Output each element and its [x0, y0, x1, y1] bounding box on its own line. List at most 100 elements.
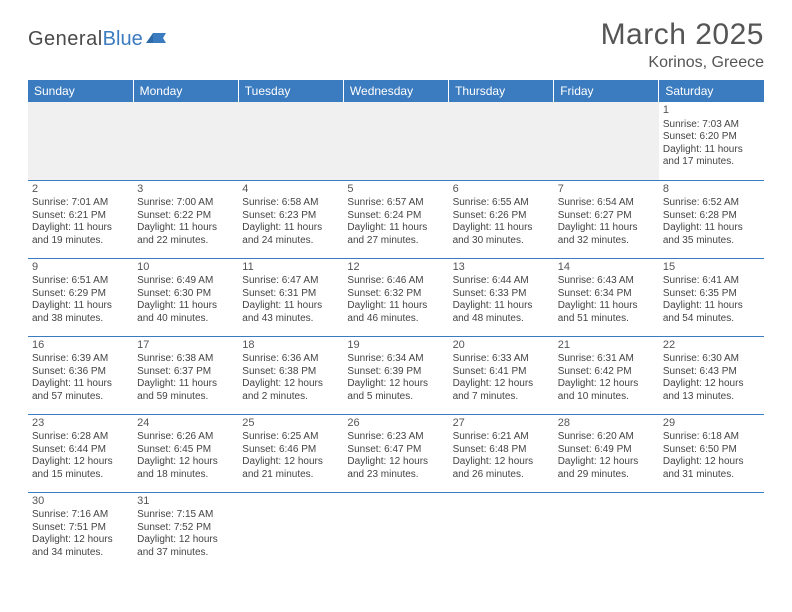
day-number: 10 [137, 261, 234, 275]
daylight-text: Daylight: 11 hours and 32 minutes. [558, 222, 655, 247]
sunset-text: Sunset: 7:51 PM [32, 522, 129, 535]
sunrise-text: Sunrise: 6:38 AM [137, 353, 234, 366]
weekday-header-row: Sunday Monday Tuesday Wednesday Thursday… [28, 80, 764, 102]
sunset-text: Sunset: 6:48 PM [453, 444, 550, 457]
sunset-text: Sunset: 6:43 PM [663, 366, 760, 379]
month-title: March 2025 [601, 18, 764, 52]
sunrise-text: Sunrise: 6:26 AM [137, 431, 234, 444]
daylight-text: Daylight: 11 hours and 43 minutes. [242, 300, 339, 325]
sunset-text: Sunset: 6:34 PM [558, 288, 655, 301]
day-number: 22 [663, 339, 760, 353]
day-number: 27 [453, 417, 550, 431]
sunset-text: Sunset: 6:36 PM [32, 366, 129, 379]
calendar-day-cell: 31Sunrise: 7:15 AMSunset: 7:52 PMDayligh… [133, 492, 238, 570]
weekday-header: Friday [554, 80, 659, 102]
sunrise-text: Sunrise: 7:15 AM [137, 509, 234, 522]
logo-text-blue: Blue [103, 28, 143, 51]
sunset-text: Sunset: 6:26 PM [453, 210, 550, 223]
logo-text-general: General [28, 28, 103, 51]
day-number: 12 [347, 261, 444, 275]
calendar-day-cell: 27Sunrise: 6:21 AMSunset: 6:48 PMDayligh… [449, 414, 554, 492]
sunset-text: Sunset: 6:23 PM [242, 210, 339, 223]
sunrise-text: Sunrise: 6:23 AM [347, 431, 444, 444]
sunrise-text: Sunrise: 6:46 AM [347, 275, 444, 288]
day-number: 26 [347, 417, 444, 431]
calendar-day-cell: 20Sunrise: 6:33 AMSunset: 6:41 PMDayligh… [449, 336, 554, 414]
calendar-day-cell: 6Sunrise: 6:55 AMSunset: 6:26 PMDaylight… [449, 180, 554, 258]
day-number: 25 [242, 417, 339, 431]
daylight-text: Daylight: 11 hours and 59 minutes. [137, 378, 234, 403]
sunrise-text: Sunrise: 7:00 AM [137, 197, 234, 210]
daylight-text: Daylight: 11 hours and 57 minutes. [32, 378, 129, 403]
sunset-text: Sunset: 6:38 PM [242, 366, 339, 379]
calendar-day-cell: 1Sunrise: 7:03 AMSunset: 6:20 PMDaylight… [659, 102, 764, 180]
day-number: 17 [137, 339, 234, 353]
daylight-text: Daylight: 12 hours and 37 minutes. [137, 534, 234, 559]
day-number: 30 [32, 495, 129, 509]
calendar-day-cell [133, 102, 238, 180]
sunset-text: Sunset: 6:41 PM [453, 366, 550, 379]
day-number: 18 [242, 339, 339, 353]
day-number: 4 [242, 183, 339, 197]
title-block: March 2025 Korinos, Greece [601, 18, 764, 72]
calendar-day-cell: 22Sunrise: 6:30 AMSunset: 6:43 PMDayligh… [659, 336, 764, 414]
calendar-day-cell: 14Sunrise: 6:43 AMSunset: 6:34 PMDayligh… [554, 258, 659, 336]
calendar-day-cell: 16Sunrise: 6:39 AMSunset: 6:36 PMDayligh… [28, 336, 133, 414]
sunrise-text: Sunrise: 6:52 AM [663, 197, 760, 210]
sunrise-text: Sunrise: 6:47 AM [242, 275, 339, 288]
day-number: 24 [137, 417, 234, 431]
day-number: 5 [347, 183, 444, 197]
daylight-text: Daylight: 12 hours and 29 minutes. [558, 456, 655, 481]
sunrise-text: Sunrise: 7:03 AM [663, 119, 760, 132]
day-number: 23 [32, 417, 129, 431]
daylight-text: Daylight: 12 hours and 26 minutes. [453, 456, 550, 481]
calendar-week-row: 30Sunrise: 7:16 AMSunset: 7:51 PMDayligh… [28, 492, 764, 570]
day-number: 19 [347, 339, 444, 353]
daylight-text: Daylight: 12 hours and 7 minutes. [453, 378, 550, 403]
calendar-day-cell: 21Sunrise: 6:31 AMSunset: 6:42 PMDayligh… [554, 336, 659, 414]
calendar-day-cell: 26Sunrise: 6:23 AMSunset: 6:47 PMDayligh… [343, 414, 448, 492]
sunset-text: Sunset: 6:37 PM [137, 366, 234, 379]
calendar-day-cell [554, 102, 659, 180]
sunset-text: Sunset: 6:47 PM [347, 444, 444, 457]
calendar-day-cell: 15Sunrise: 6:41 AMSunset: 6:35 PMDayligh… [659, 258, 764, 336]
sunset-text: Sunset: 6:21 PM [32, 210, 129, 223]
day-number: 2 [32, 183, 129, 197]
sunrise-text: Sunrise: 6:30 AM [663, 353, 760, 366]
sunrise-text: Sunrise: 6:28 AM [32, 431, 129, 444]
sunrise-text: Sunrise: 6:18 AM [663, 431, 760, 444]
calendar-day-cell [238, 102, 343, 180]
day-number: 6 [453, 183, 550, 197]
sunrise-text: Sunrise: 6:36 AM [242, 353, 339, 366]
calendar-day-cell [343, 492, 448, 570]
calendar-day-cell: 19Sunrise: 6:34 AMSunset: 6:39 PMDayligh… [343, 336, 448, 414]
day-number: 8 [663, 183, 760, 197]
calendar-day-cell: 4Sunrise: 6:58 AMSunset: 6:23 PMDaylight… [238, 180, 343, 258]
calendar-day-cell: 12Sunrise: 6:46 AMSunset: 6:32 PMDayligh… [343, 258, 448, 336]
day-number: 16 [32, 339, 129, 353]
weekday-header: Saturday [659, 80, 764, 102]
sunset-text: Sunset: 6:27 PM [558, 210, 655, 223]
daylight-text: Daylight: 11 hours and 38 minutes. [32, 300, 129, 325]
sunset-text: Sunset: 6:45 PM [137, 444, 234, 457]
sunrise-text: Sunrise: 6:21 AM [453, 431, 550, 444]
weekday-header: Sunday [28, 80, 133, 102]
day-number: 13 [453, 261, 550, 275]
day-number: 7 [558, 183, 655, 197]
sunrise-text: Sunrise: 6:34 AM [347, 353, 444, 366]
sunrise-text: Sunrise: 6:41 AM [663, 275, 760, 288]
logo: GeneralBlue [28, 18, 168, 51]
daylight-text: Daylight: 11 hours and 48 minutes. [453, 300, 550, 325]
calendar-week-row: 9Sunrise: 6:51 AMSunset: 6:29 PMDaylight… [28, 258, 764, 336]
calendar-week-row: 2Sunrise: 7:01 AMSunset: 6:21 PMDaylight… [28, 180, 764, 258]
calendar-body: 1Sunrise: 7:03 AMSunset: 6:20 PMDaylight… [28, 102, 764, 570]
calendar-day-cell: 7Sunrise: 6:54 AMSunset: 6:27 PMDaylight… [554, 180, 659, 258]
day-number: 14 [558, 261, 655, 275]
sunrise-text: Sunrise: 6:39 AM [32, 353, 129, 366]
sunset-text: Sunset: 6:39 PM [347, 366, 444, 379]
day-number: 21 [558, 339, 655, 353]
day-number: 29 [663, 417, 760, 431]
calendar-day-cell: 28Sunrise: 6:20 AMSunset: 6:49 PMDayligh… [554, 414, 659, 492]
calendar-day-cell: 8Sunrise: 6:52 AMSunset: 6:28 PMDaylight… [659, 180, 764, 258]
daylight-text: Daylight: 11 hours and 17 minutes. [663, 144, 760, 169]
